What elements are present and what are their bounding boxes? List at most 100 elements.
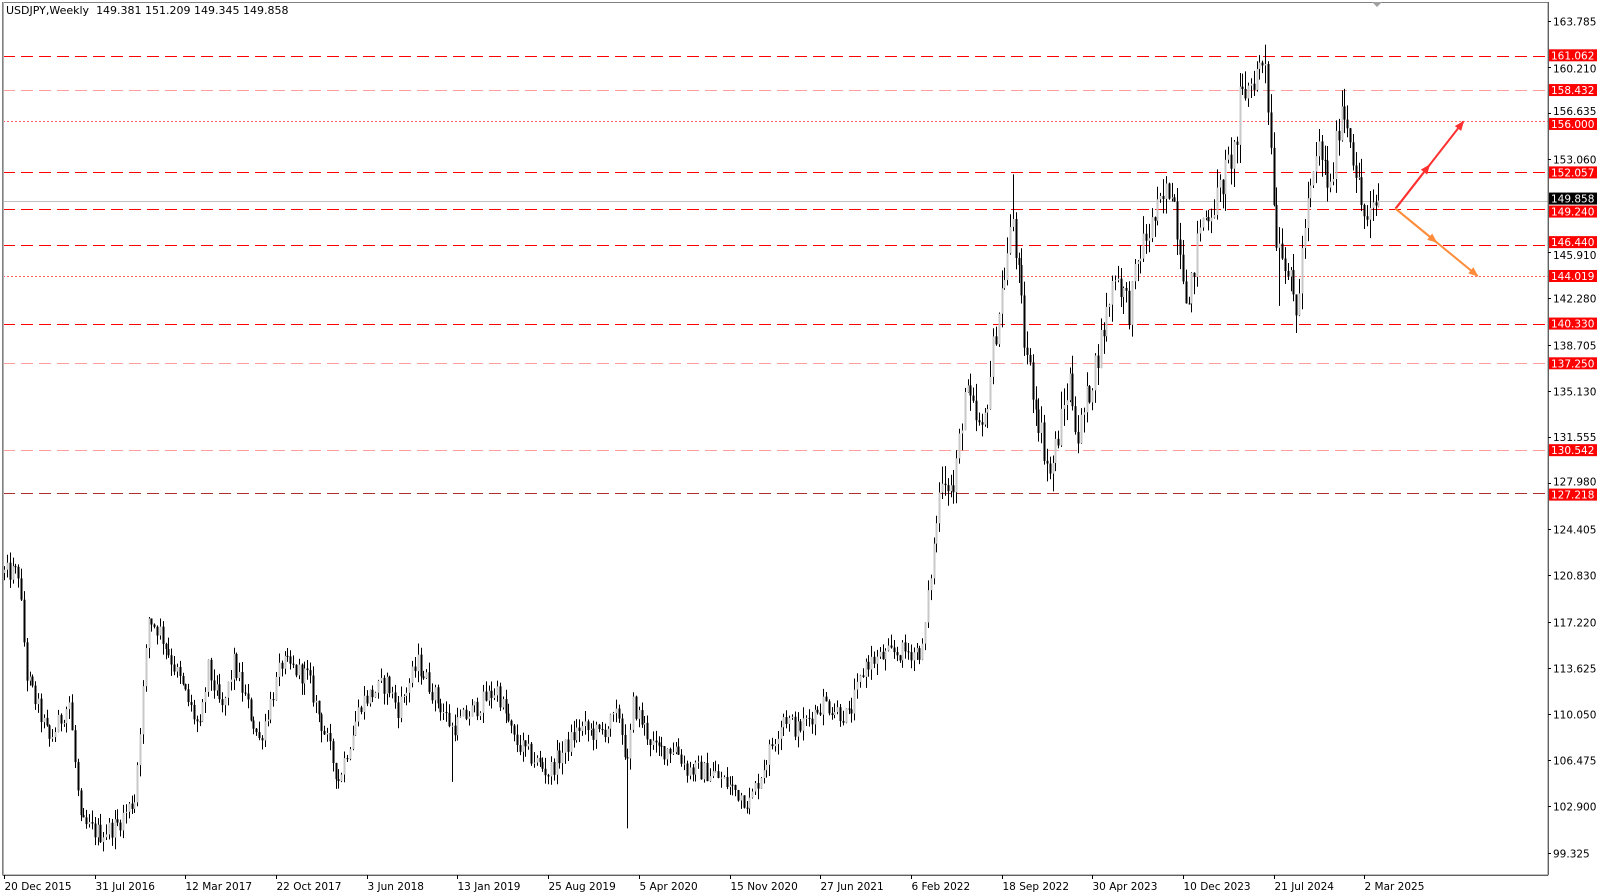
bull-candle	[133, 794, 136, 814]
candle-body	[1020, 264, 1023, 296]
bull-candle	[561, 741, 564, 775]
candle-body	[998, 313, 1001, 345]
candle-body	[1360, 177, 1363, 205]
bull-candle	[267, 710, 270, 727]
bull-candle	[1100, 318, 1103, 369]
bear-candle	[663, 746, 666, 765]
bear-candle	[890, 634, 893, 649]
candle-body	[1244, 88, 1247, 99]
bear-candle	[1015, 212, 1018, 270]
candle-body	[1080, 414, 1083, 444]
candle-body	[819, 712, 822, 715]
candle-body	[502, 699, 505, 708]
candle-body	[128, 803, 131, 812]
candle-body	[48, 725, 51, 739]
candle-body	[1173, 197, 1176, 202]
candle-body	[150, 618, 153, 625]
candle-body	[757, 783, 760, 789]
bull-candle	[859, 674, 862, 688]
candle-body	[201, 702, 204, 722]
price-tick-label: 127.980	[1553, 477, 1596, 489]
bear-candle	[981, 413, 984, 437]
bear-candle	[978, 412, 981, 426]
candle-body	[292, 663, 295, 665]
candle-body	[918, 648, 921, 660]
candle-body	[267, 719, 270, 722]
level-label-bg	[1549, 357, 1597, 370]
candle-body	[255, 728, 258, 733]
bear-candle	[1261, 60, 1264, 74]
bull-candle	[1105, 292, 1108, 342]
candle-body	[1066, 400, 1069, 406]
candle-body	[581, 726, 584, 731]
candle-body	[380, 677, 383, 681]
bear-candle	[785, 710, 788, 729]
candle-body	[1284, 258, 1287, 271]
candle-body	[1018, 257, 1021, 265]
level-label-text: 144.019	[1551, 271, 1594, 283]
bear-candle	[1295, 294, 1298, 333]
candle-body	[842, 721, 845, 723]
candle-body	[553, 762, 556, 775]
candle-body	[578, 727, 581, 731]
bull-candle	[238, 662, 241, 682]
bear-candle	[1321, 135, 1324, 177]
bull-candle	[1012, 174, 1015, 232]
candle-body	[68, 702, 71, 710]
bear-candle	[77, 758, 80, 797]
bull-candle	[1052, 455, 1055, 492]
candle-body	[97, 824, 100, 838]
price-tick-label: 142.280	[1553, 294, 1596, 306]
bear-candle	[737, 789, 740, 802]
candle-body	[199, 721, 202, 723]
bear-candle	[1077, 415, 1080, 454]
chart-header: USDJPY,Weekly 149.381 151.209 149.345 14…	[6, 4, 289, 17]
bull-candle	[986, 404, 989, 429]
bull-candle	[1108, 303, 1111, 317]
candle-body	[227, 682, 230, 698]
bull-candle	[386, 672, 389, 705]
bull-candle	[1216, 169, 1219, 220]
time-tick-label: 2 Mar 2025	[1365, 881, 1425, 893]
candle-body	[456, 717, 459, 736]
bear-candle	[1018, 252, 1021, 283]
bear-candle	[40, 693, 43, 733]
bull-candle	[814, 704, 817, 736]
bull-candle	[901, 640, 904, 668]
candle-body	[278, 662, 281, 677]
candle-body	[754, 783, 757, 792]
candle-body	[119, 822, 122, 831]
candle-body	[349, 749, 352, 759]
candle-body	[318, 700, 321, 715]
candle-body	[1139, 258, 1142, 262]
candle-body	[573, 732, 576, 741]
candle-body	[1321, 141, 1324, 160]
candle-body	[870, 656, 873, 670]
candle-body	[465, 709, 468, 719]
candle-body	[111, 822, 114, 838]
candle-body	[544, 768, 547, 776]
candle-body	[1307, 198, 1310, 229]
candle-body	[216, 684, 219, 691]
candle-body	[986, 409, 989, 413]
candle-body	[29, 676, 32, 681]
bull-candle	[479, 711, 482, 720]
candle-body	[513, 725, 516, 735]
candle-body	[1369, 207, 1372, 220]
bear-candle	[649, 739, 652, 757]
bear-candle	[85, 809, 88, 829]
candle-body	[1176, 201, 1179, 240]
candle-body	[1304, 228, 1307, 249]
bear-candle	[726, 767, 729, 790]
candle-body	[448, 712, 451, 727]
bear-candle	[111, 818, 114, 846]
candle-body	[845, 708, 848, 723]
bear-candle	[680, 749, 683, 767]
bull-candle	[938, 482, 941, 532]
price-tick-label: 106.475	[1553, 756, 1596, 768]
bull-candle	[1094, 353, 1097, 403]
candle-body	[1253, 83, 1256, 90]
bull-candle	[550, 756, 553, 785]
candle-body	[1358, 177, 1361, 179]
